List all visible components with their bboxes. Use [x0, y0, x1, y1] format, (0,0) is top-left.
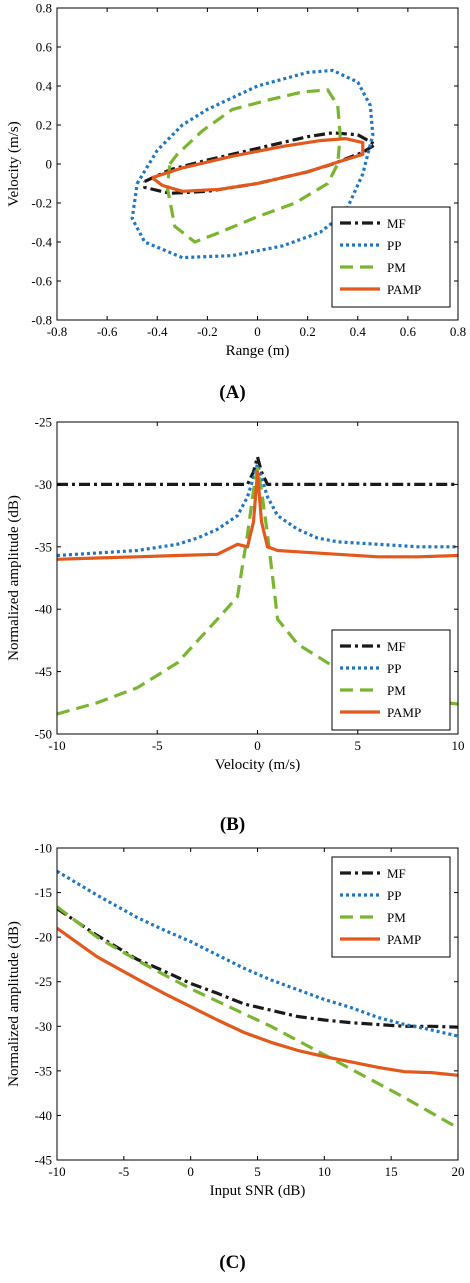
x-tick-label: 20 [452, 1164, 465, 1179]
x-tick-label: -10 [48, 1164, 65, 1179]
panel-label: (B) [220, 814, 245, 835]
y-tick-label: -10 [35, 841, 52, 856]
chart-panel-3: -10 -5 0 5 10 15 20 -45 -40 -35 -30 -25 -20 -15 -10 Inp… [6, 841, 465, 1274]
y-tick-label: 0.6 [36, 40, 53, 55]
y-tick-label: -40 [35, 602, 52, 617]
x-tick-label: 0.2 [300, 324, 316, 339]
legend-label-pm: PM [387, 683, 406, 698]
y-tick-label: -0.4 [31, 235, 52, 250]
y-tick-label: -50 [35, 727, 52, 742]
legend-label-mf: MF [387, 639, 406, 654]
legend-label-mf: MF [387, 216, 406, 231]
legend-label-pamp: PAMP [387, 282, 421, 297]
y-tick-label: -0.6 [31, 274, 52, 289]
y-tick-label: -35 [35, 539, 52, 554]
x-tick-label: 0 [254, 738, 261, 753]
x-tick-label: -5 [118, 1164, 129, 1179]
x-tick-label: -10 [48, 738, 65, 753]
y-tick-label: -45 [35, 1153, 52, 1168]
x-tick-label: -0.8 [47, 324, 68, 339]
x-tick-label: -0.4 [147, 324, 168, 339]
x-tick-label: 10 [452, 738, 465, 753]
y-axis-label: Velocity (m/s) [6, 121, 22, 206]
x-tick-label: 0.4 [350, 324, 367, 339]
y-tick-label: -15 [35, 885, 52, 900]
y-tick-label: -30 [35, 477, 52, 492]
x-tick-label: 10 [318, 1164, 331, 1179]
x-tick-label: 5 [254, 1164, 261, 1179]
series-line-mf [57, 455, 458, 486]
legend-label-pm: PM [387, 910, 406, 925]
series-line-pp [130, 68, 375, 260]
legend: MF PP PM PAMP [331, 629, 451, 731]
x-tick-label: -0.6 [97, 324, 118, 339]
x-tick-label: 5 [355, 738, 362, 753]
x-tick-label: 0.6 [400, 324, 417, 339]
series-line-pamp [57, 470, 458, 561]
y-tick-label: -20 [35, 930, 52, 945]
legend: MF PP PM PAMP [331, 206, 451, 308]
series-line-pm [57, 905, 458, 1130]
y-tick-label: 0.2 [36, 118, 52, 133]
legend-label-pm: PM [387, 260, 406, 275]
y-tick-label: -40 [35, 1108, 52, 1123]
x-tick-label: -5 [152, 738, 163, 753]
y-tick-label: -0.2 [31, 196, 52, 211]
y-axis-label: Normalized amplitude (dB) [6, 921, 22, 1087]
y-tick-label: -0.8 [31, 313, 52, 328]
panel-label: (C) [219, 1252, 245, 1273]
y-tick-label: -45 [35, 664, 52, 679]
series-line-pamp [151, 137, 365, 193]
legend-label-pamp: PAMP [387, 932, 421, 947]
series-line-pm [57, 466, 458, 716]
panel-label: (A) [219, 382, 245, 403]
y-tick-label: -35 [35, 1063, 52, 1078]
legend-label-pamp: PAMP [387, 705, 421, 720]
legend-label-mf: MF [387, 866, 406, 881]
chart-panel-1: -0.8 -0.6 -0.4 -0.2 0 0.2 0.4 0.6 0.8 -0.8 -0.6 -0.… [6, 1, 466, 404]
y-tick-label: -25 [35, 415, 52, 430]
legend: MF PP PM PAMP [331, 856, 451, 958]
x-tick-label: 0.8 [450, 324, 466, 339]
legend-label-pp: PP [387, 888, 401, 903]
legend-label-pp: PP [387, 238, 401, 253]
x-tick-label: -0.2 [197, 324, 218, 339]
y-tick-label: 0.4 [36, 79, 53, 94]
series-line-pp [57, 462, 458, 558]
y-tick-label: 0 [46, 157, 53, 172]
series-line-pp [57, 869, 458, 1038]
x-axis-label: Velocity (m/s) [215, 757, 300, 773]
x-tick-label: 0 [187, 1164, 194, 1179]
y-axis-label: Normalized amplitude (dB) [6, 495, 22, 661]
y-tick-label: -25 [35, 974, 52, 989]
series-line-pm [165, 88, 342, 244]
y-tick-label: -30 [35, 1019, 52, 1034]
legend-label-pp: PP [387, 661, 401, 676]
x-axis-label: Range (m) [226, 343, 290, 359]
x-tick-label: 15 [385, 1164, 398, 1179]
y-tick-label: 0.8 [36, 1, 52, 16]
x-tick-label: 0 [254, 324, 261, 339]
x-axis-label: Input SNR (dB) [210, 1183, 306, 1199]
series-line-pamp [57, 926, 458, 1077]
